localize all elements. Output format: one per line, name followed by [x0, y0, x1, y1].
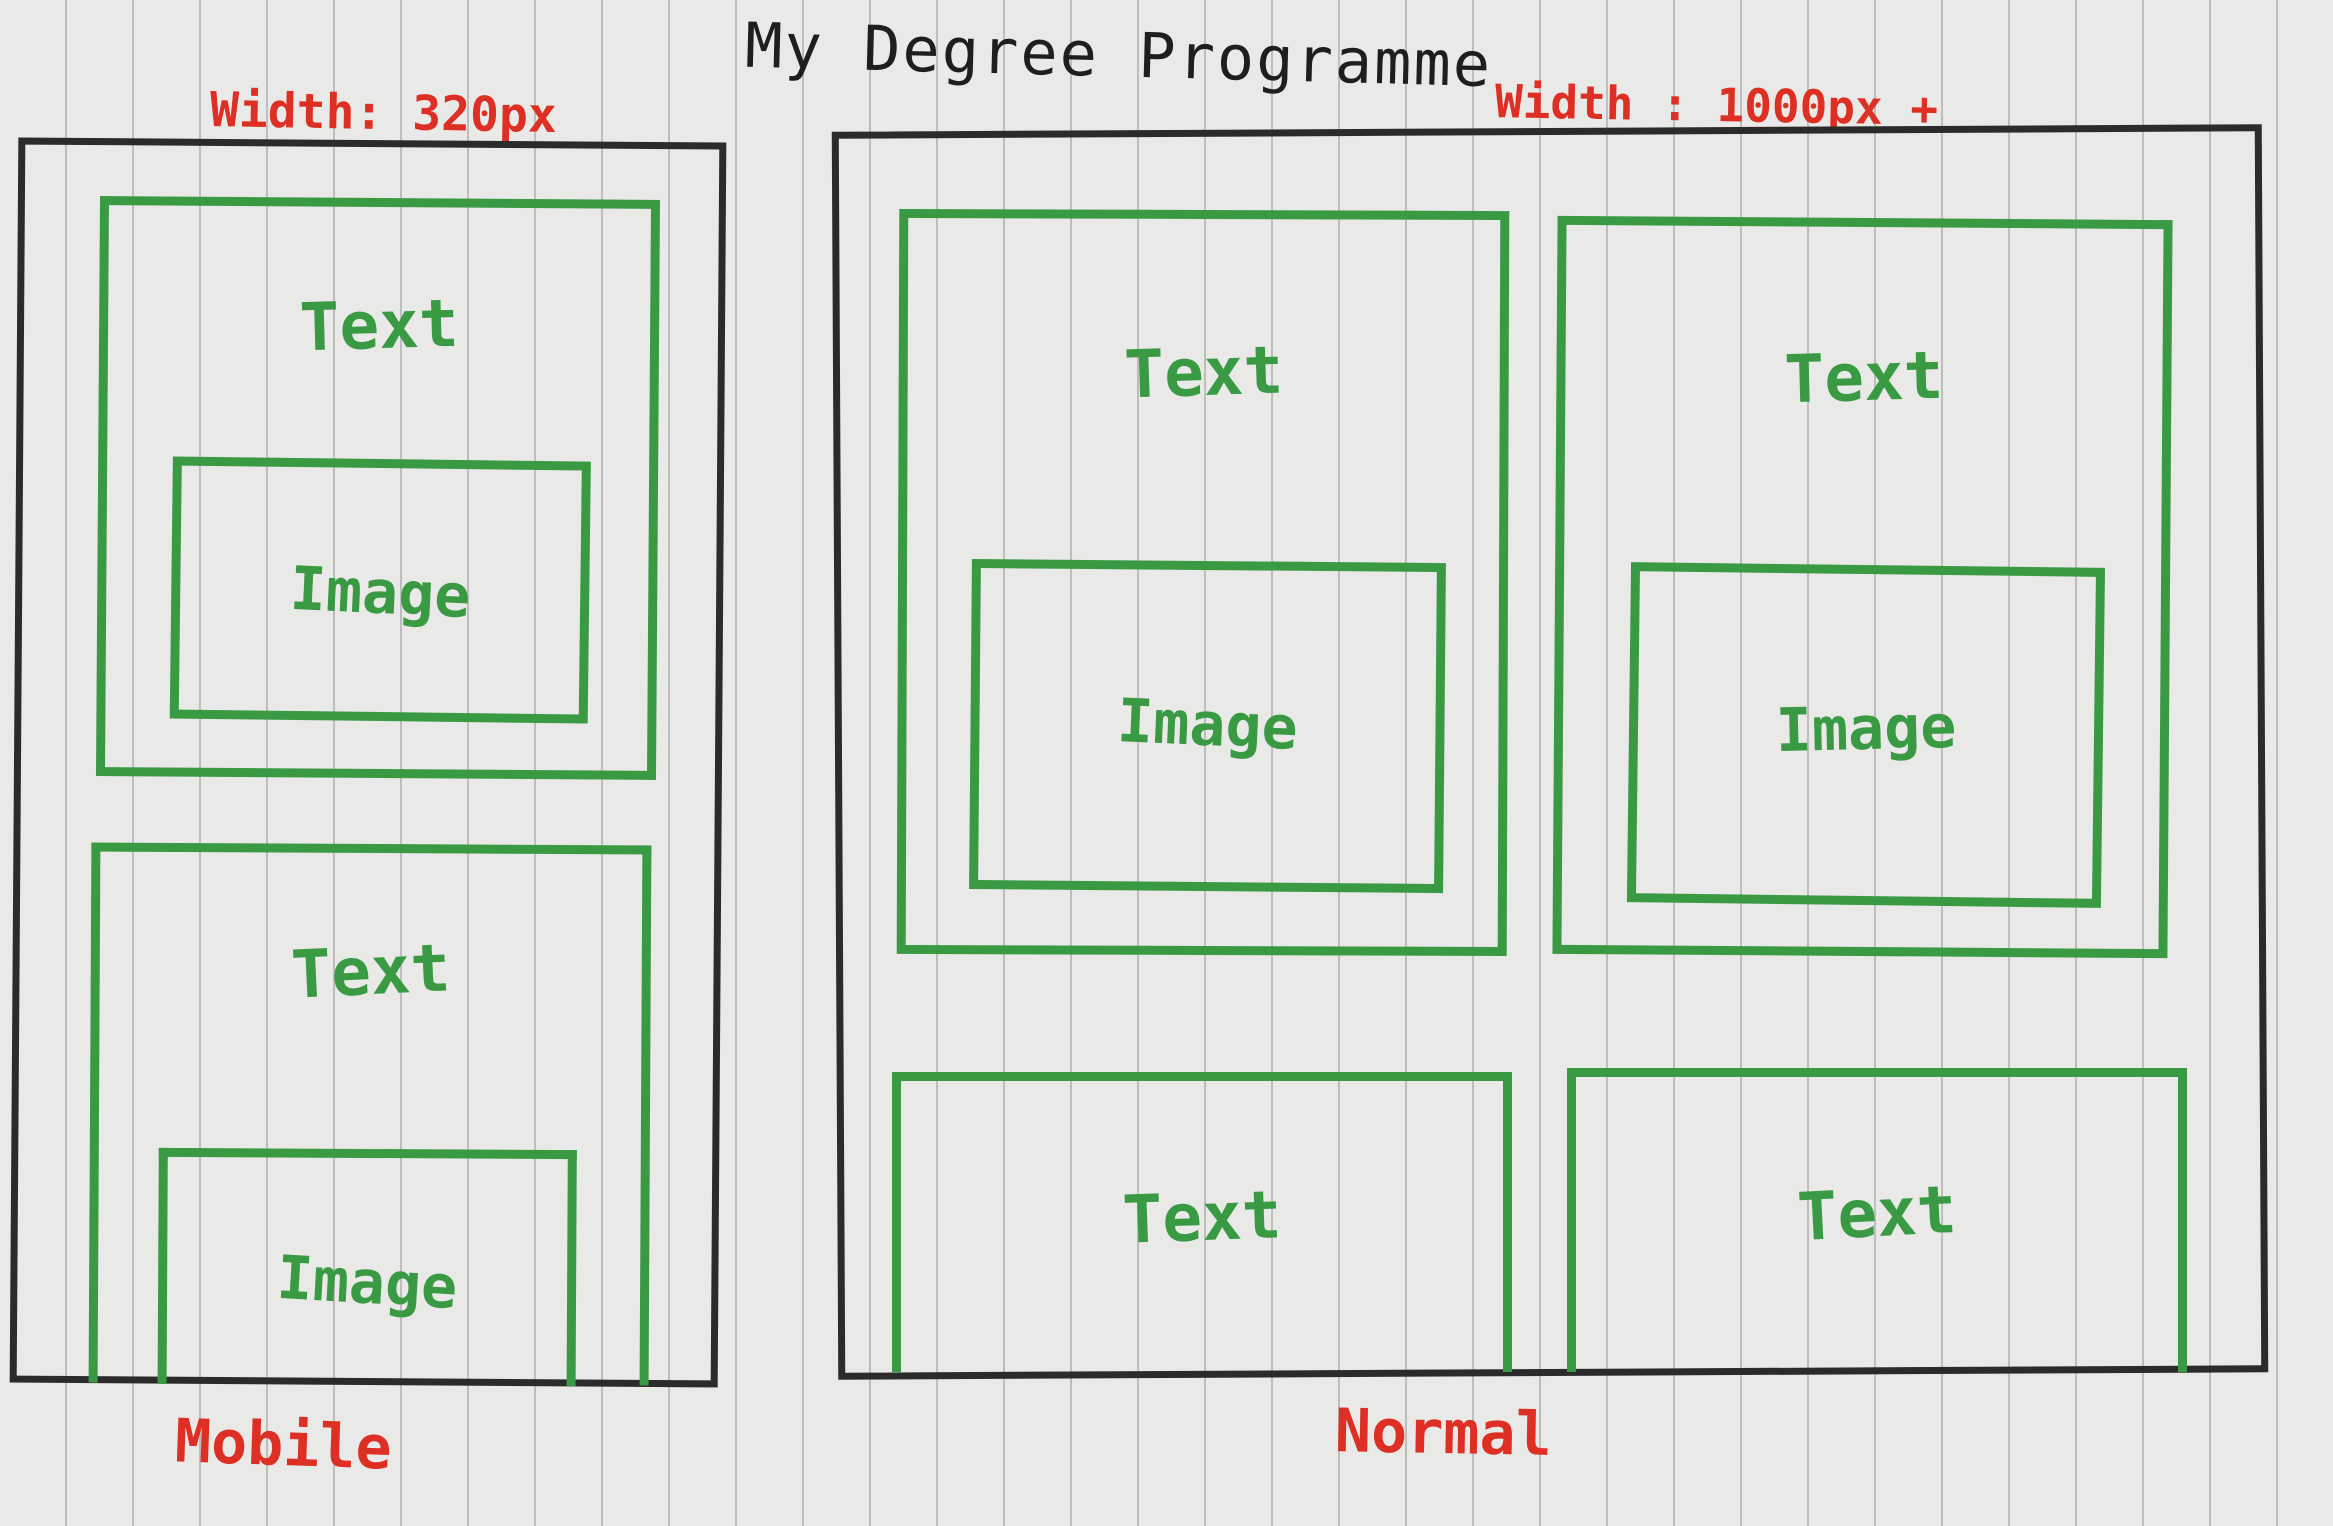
- mobile-card-1-text: Text: [298, 284, 460, 367]
- normal-card-4: Text: [1567, 1068, 2187, 1372]
- normal-card-1: Text Image: [896, 208, 1510, 957]
- mobile-card-1-image-label: Image: [288, 553, 473, 633]
- normal-card-1-image-box: Image: [969, 558, 1446, 894]
- normal-card-1-image-label: Image: [1115, 686, 1300, 764]
- normal-card-1-text: Text: [1123, 331, 1285, 414]
- normal-card-4-text: Text: [1795, 1170, 1959, 1257]
- mobile-caption: Mobile: [173, 1406, 393, 1484]
- normal-card-3: Text: [892, 1072, 1512, 1372]
- mobile-card-2: Text Image: [88, 842, 652, 1387]
- mobile-card-1-image-box: Image: [169, 456, 591, 724]
- mobile-card-2-image-label: Image: [274, 1242, 460, 1324]
- page-title: My Degree Programme: [744, 8, 1494, 102]
- normal-card-2-image-box: Image: [1626, 562, 2106, 908]
- normal-caption: Normal: [1334, 1396, 1553, 1470]
- mobile-width-note: Width: 320px: [209, 81, 558, 145]
- mobile-card-1: Text Image: [95, 196, 661, 780]
- normal-card-2-text: Text: [1783, 336, 1945, 419]
- mobile-card-2-image-box: Image: [157, 1147, 577, 1387]
- normal-card-3-text: Text: [1121, 1176, 1283, 1259]
- normal-card-2-image-label: Image: [1774, 691, 1958, 767]
- mobile-card-2-text: Text: [289, 929, 452, 1014]
- normal-card-2: Text Image: [1552, 215, 2173, 959]
